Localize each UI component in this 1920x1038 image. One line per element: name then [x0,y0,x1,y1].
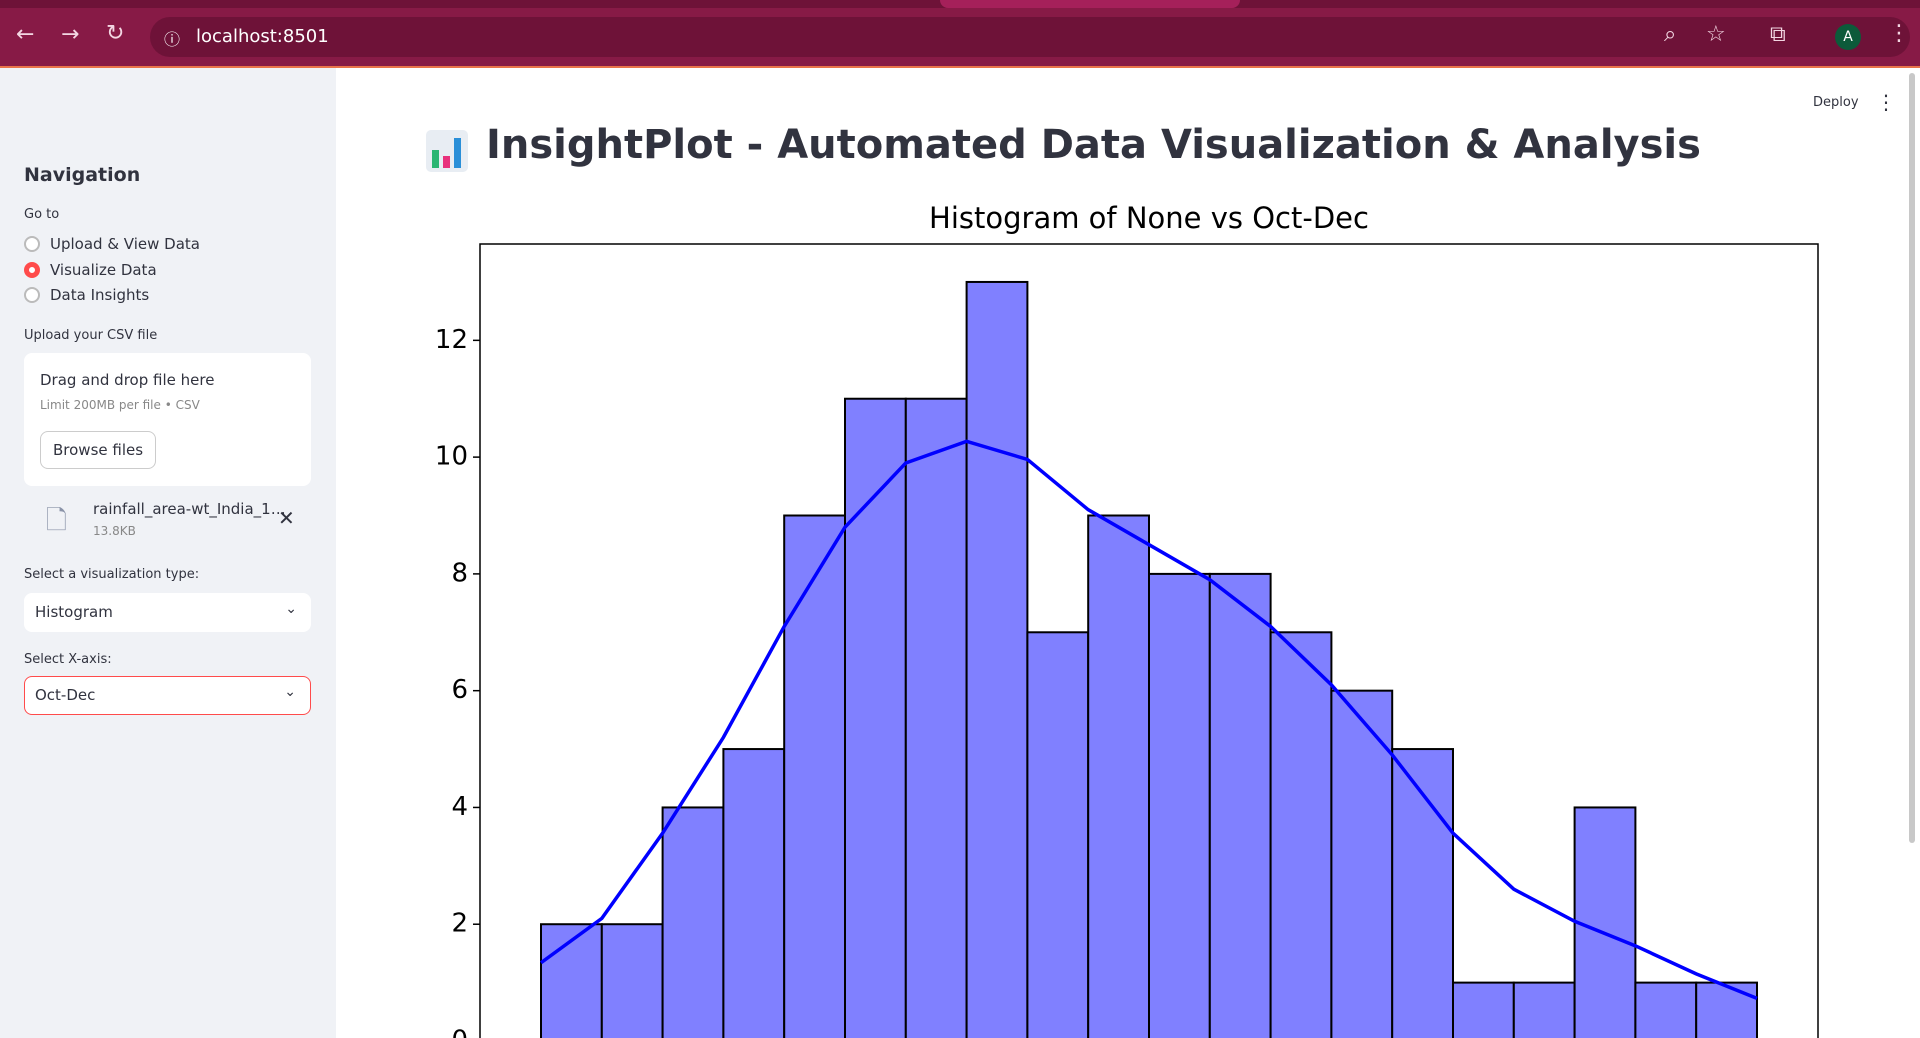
forward-button[interactable]: → [61,22,80,47]
browser-bar: ← → ↻ ⓘ localhost:8501 ⌕ ☆ ⧉ A ⋮ [0,0,1920,68]
y-tick-label: 2 [451,909,468,939]
page-title: InsightPlot - Automated Data Visualizati… [486,122,1701,168]
bar [1269,631,1333,1038]
file-icon: 🗋 [46,506,67,536]
tab[interactable] [940,0,1240,8]
chart-title: Histogram of None vs Oct-Dec [929,201,1369,235]
bar [783,514,847,1038]
extensions[interactable]: ⧉ [1770,22,1786,47]
bar [1026,631,1090,1038]
bar [1208,572,1272,1038]
viz-label: Select a visualization type: [24,567,200,582]
bar [1573,806,1637,1038]
option-text: Data Insights [50,286,150,304]
bar [1391,748,1454,1038]
deploy-button[interactable]: Deploy [1813,95,1859,110]
bar [1452,981,1515,1038]
select-value: Histogram [35,603,113,621]
zoom-icon[interactable]: ⌕ [1664,22,1677,47]
radio-option[interactable]: Upload & View Data [24,235,200,253]
browse-button[interactable]: Browse files [40,431,157,469]
radio-label: Go to [24,207,60,222]
remove-file[interactable]: ✕ [278,506,295,530]
bookmark-star[interactable]: ☆ [1706,22,1726,47]
kde-line [539,439,1758,1000]
reload-button[interactable]: ↻ [106,21,125,46]
app-menu[interactable]: ⋮ [1876,90,1896,114]
option-text: Upload & View Data [50,235,200,253]
site-info: ⓘ [164,30,181,49]
y-tick-label: 10 [435,442,468,472]
bar [722,748,786,1038]
x-axis-label: Select X-axis: [24,652,112,667]
bar [1087,514,1150,1038]
dropzone[interactable]: Drag and drop file here Limit 200MB per … [24,353,311,486]
radio-option[interactable]: Data Insights [24,286,149,304]
chevron: ⌄ [285,601,297,617]
bar [600,923,664,1038]
chevron: ⌄ [284,684,296,700]
bar [1634,981,1698,1038]
y-tick-label: 12 [435,325,468,355]
y-tick-label: 0 [451,1026,468,1038]
address-bar[interactable]: ⓘ localhost:8501 [150,17,1910,57]
chart: Histogram of None vs Oct-Dec 0 2 4 6 8 10 12 [435,201,1819,1038]
y-tick-label: 6 [451,675,468,705]
chart-emoji [426,130,468,172]
bar [904,397,968,1038]
dropzone-limit: Limit 200MB per file • CSV [40,398,200,412]
upload-label: Upload your CSV file [24,328,158,343]
bar [844,397,907,1038]
url: localhost:8501 [196,26,329,47]
select-value: Oct-Dec [35,686,96,704]
bar [1695,981,1758,1038]
file-size: 13.8KB [93,524,136,538]
radio-option[interactable]: Visualize Data [24,261,157,279]
bar [1330,689,1394,1038]
x-axis-select[interactable]: Oct-Dec ⌄ [24,676,311,715]
viz-select[interactable]: Histogram ⌄ [24,593,311,632]
y-tick-label: 8 [451,558,468,588]
back-button[interactable]: ← [16,22,35,47]
option-text: Visualize Data [50,261,157,279]
dropzone-text: Drag and drop file here [40,371,215,389]
menu[interactable]: ⋮ [1888,21,1910,46]
bar [1512,981,1576,1038]
y-tick-label: 4 [451,792,468,822]
bar [965,280,1029,1038]
sidebar-title: Navigation [24,164,141,186]
sidebar: Navigation Go to Upload & View Data Visu… [0,68,336,1038]
axes-frame [479,243,1819,1038]
tab-strip [0,0,1920,8]
bar [661,806,725,1038]
profile[interactable]: A [1835,24,1861,50]
file-name: rainfall_area-wt_India_1… [93,500,286,518]
scrollbar[interactable] [1909,73,1915,843]
bar [1148,572,1211,1038]
